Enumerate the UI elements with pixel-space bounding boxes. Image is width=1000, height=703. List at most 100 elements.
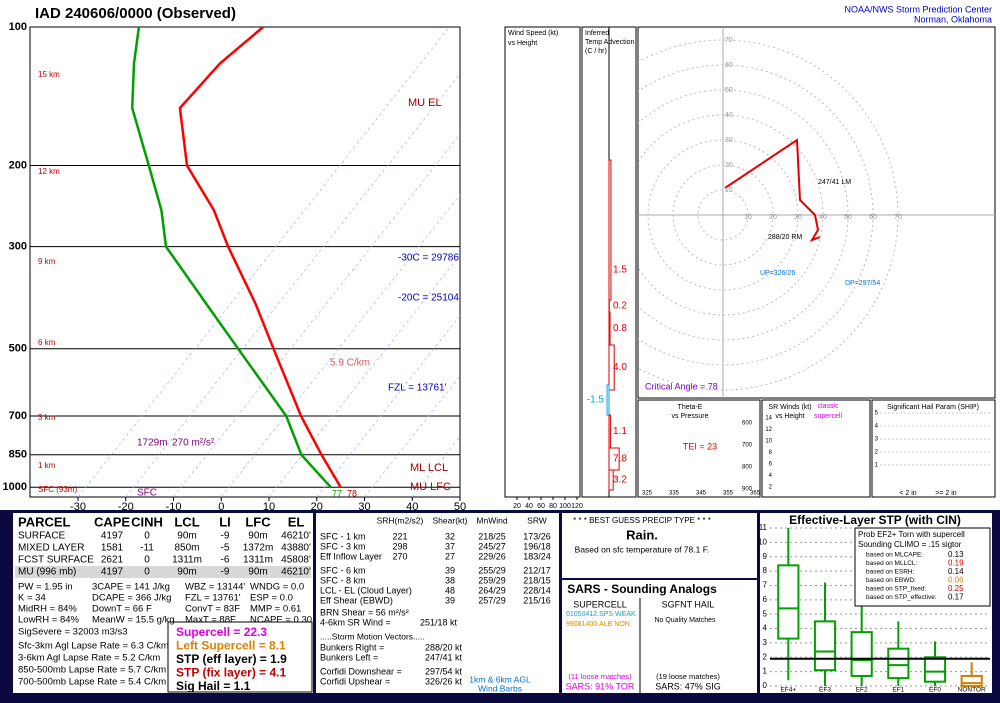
y-tick-label: 2 [769,485,773,491]
ring [672,164,774,266]
profile-line [130,27,332,489]
label: 326/26 kt [425,676,463,686]
annotation: ML LCL [410,462,448,474]
label: 183/24 [523,551,551,561]
label: 9 [763,552,768,561]
label: classic [817,403,839,410]
profile-line [178,27,342,488]
x-tick-label: EF1 [892,687,904,694]
label: Corfidi Downshear = [320,666,402,676]
label: Bunkers Left = [320,652,378,662]
mu-highlight [15,566,311,578]
label: 255/29 [478,565,506,575]
ring [638,64,874,366]
label: K = 34 [18,593,46,604]
label: SFC - 8 km [320,575,366,585]
value-label: 3.2 [613,475,627,486]
label: -5 [221,543,230,554]
label: TEI = 23 [683,441,717,451]
label: vs Pressure [672,413,709,420]
label: FZL = 13761' [185,593,241,604]
label: SURFACE [18,531,66,542]
label: >= 2 in [935,490,957,497]
label: Shear(kt) [433,515,468,525]
ring-label: 10 [725,187,733,194]
label: Bunkers Right = [320,642,384,652]
y-tick-label: 900 [742,487,753,493]
label: MMP = 0.61 [250,604,301,615]
label: 3-6km Agl Lapse Rate = 5.2 C/km [18,653,160,664]
x-tick-label: 335 [669,491,680,497]
label: 264/29 [478,585,506,595]
label: 4 [763,624,768,633]
label: 0.17 [948,593,964,602]
ring-label: 10 [744,214,752,221]
label: 1 [763,667,768,676]
annotation: 77 [332,488,342,498]
label: 221 [392,531,407,541]
label: STP (fix layer) = 4.1 [176,666,286,680]
x-tick-label: EF0 [929,687,941,694]
x-tick-label: 30 [358,501,370,513]
annotation: 3 km [38,413,56,422]
label: 39 [445,595,455,605]
x-tick-label: EF2 [856,687,868,694]
advection-bar [606,384,610,416]
label: (11 loose matches) [568,672,632,681]
y-tick-label: 700 [742,443,753,449]
org: NOAA/NWS Storm Prediction Center [844,4,992,14]
hodo-label: DP=297/54 [845,280,880,287]
label: MaxT = 88F [185,615,236,626]
label: 1 [875,463,879,469]
annotation: 78 [347,488,357,498]
panel-title: Inferred [585,30,609,37]
label: supercell [814,413,842,420]
advection-bar [608,344,615,391]
place: Norman, Oklahoma [914,14,992,24]
ring-label: 40 [819,214,827,221]
value-label: -1.5 [587,395,605,406]
annotation: 1 km [38,461,56,470]
label: * * * BEST GUESS PRECIP TYPE * * * [573,516,711,525]
hodo-label: UP=326/26 [760,270,795,277]
annotation: 6 km [38,338,56,347]
label: Rain. [626,527,658,542]
x-tick-label: EF4+ [780,687,796,694]
label: 212/17 [523,565,551,575]
advection-bar [608,159,612,301]
ship-panel [871,399,996,498]
label: BRN Shear = 56 m²/s² [320,607,409,617]
ring-label: 20 [769,214,777,221]
label: -6 [221,555,230,566]
x-tick-label: 10 [263,501,275,513]
label: Sfc-3km Agl Lapse Rate = 6.3 C/km [18,641,169,652]
y-tick-label: 12 [765,427,772,433]
ring [638,114,824,316]
y-tick-label: 100 [9,21,27,33]
label: 5 [875,411,879,417]
label: 257/29 [478,595,506,605]
ring [647,139,799,291]
label: MIXED LAYER [18,543,85,554]
label: LI [219,514,231,529]
annotation: 15 km [38,70,60,79]
label: 90m [248,567,267,578]
label: 45808' [281,555,311,566]
x-tick-label: 60 [537,503,545,510]
label: 0 [144,555,150,566]
label: CAPE [94,514,130,529]
label: SFC - 3 km [320,541,366,551]
label: 46210' [281,567,311,578]
x-tick-label: 120 [571,503,583,510]
annotation: 270 m²/s² [172,438,215,449]
label: 0.25 [948,584,964,593]
y-tick-label: 14 [765,416,772,422]
annotation: 9 km [38,257,56,266]
label: 247/41 kt [425,652,463,662]
label: based on MLLCL: [866,560,918,567]
label: MeanW = 15.5 g/kg [92,615,175,626]
panel-title: Temp Advection [585,39,635,46]
label: FCST SURFACE [18,555,94,566]
x-tick-label: 50 [454,501,466,513]
label: WNDG = 0.0 [250,582,304,593]
